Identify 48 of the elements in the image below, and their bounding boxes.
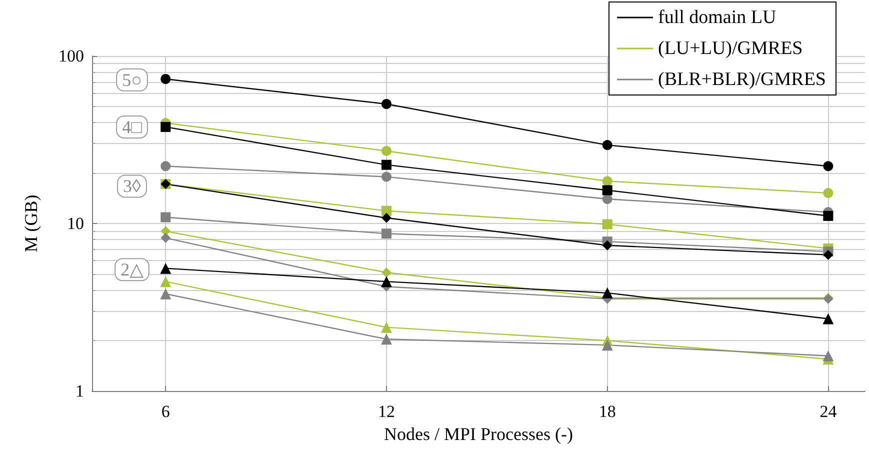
point <box>602 240 612 250</box>
x-tick-label: 6 <box>161 402 170 421</box>
y-tick-label: 100 <box>58 46 84 66</box>
y-axis-title: M (GB) <box>21 194 41 252</box>
point <box>822 350 834 362</box>
point <box>160 122 171 132</box>
point <box>602 219 612 230</box>
point <box>602 340 613 351</box>
point <box>381 172 392 182</box>
point <box>381 228 392 239</box>
point <box>823 161 834 172</box>
point <box>160 288 172 300</box>
point <box>381 212 392 223</box>
x-tick-label: 12 <box>378 402 395 421</box>
x-tick-label: 24 <box>820 402 838 421</box>
point <box>160 212 171 222</box>
point <box>823 188 834 198</box>
point <box>160 161 171 172</box>
annotation: 4□ <box>122 116 142 137</box>
point <box>160 276 172 288</box>
point <box>381 98 392 109</box>
annotation: 3◊ <box>123 176 142 196</box>
point <box>602 287 613 298</box>
point <box>602 176 612 186</box>
y-tick-label: 1 <box>76 382 84 400</box>
x-axis-title: Nodes / MPI Processes (-) <box>384 424 573 444</box>
annotation: 5○ <box>122 70 142 90</box>
point <box>160 232 171 243</box>
point <box>602 194 612 204</box>
point <box>381 160 392 170</box>
legend-label: (BLR+BLR)/GMRES <box>658 69 826 90</box>
x-tick-label: 18 <box>598 402 616 421</box>
point <box>160 262 172 274</box>
point <box>381 267 392 278</box>
point <box>380 334 392 345</box>
point <box>822 313 834 324</box>
legend-label: full domain LU <box>658 7 776 28</box>
point <box>380 322 392 333</box>
point <box>160 74 171 84</box>
point <box>823 210 834 221</box>
legend-label: (LU+LU)/GMRES <box>658 38 803 59</box>
point <box>602 140 612 150</box>
y-tick-label: 10 <box>67 214 84 233</box>
annotation: 2△ <box>120 260 144 280</box>
point <box>823 250 834 260</box>
point <box>380 276 392 288</box>
point <box>602 185 612 196</box>
point <box>381 146 392 156</box>
